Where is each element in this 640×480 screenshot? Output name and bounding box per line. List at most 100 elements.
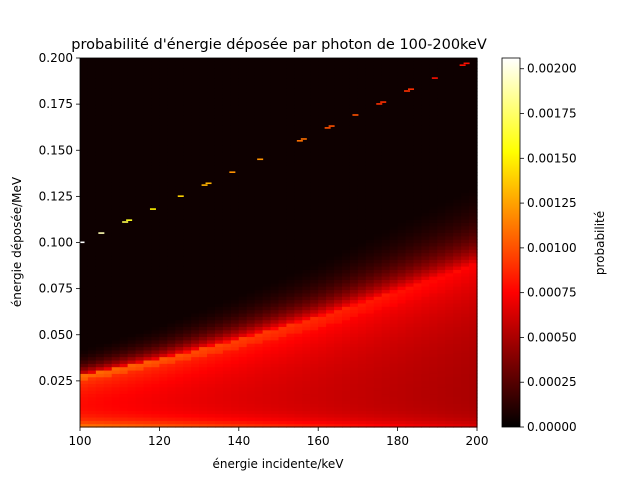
heatmap-cell <box>238 188 248 193</box>
heatmap-cell <box>207 235 216 240</box>
heatmap-cell <box>349 416 359 421</box>
heatmap-cell <box>103 393 113 398</box>
heatmap-cell <box>405 71 415 76</box>
heatmap-cell <box>342 202 351 207</box>
heatmap-cell <box>381 403 391 408</box>
heatmap-cell <box>159 198 168 203</box>
heatmap-cell <box>397 386 407 391</box>
heatmap-cell <box>222 158 232 163</box>
heatmap-cell <box>214 326 224 331</box>
heatmap-cell <box>111 343 121 348</box>
heatmap-cell <box>119 71 129 76</box>
heatmap-cell <box>238 299 248 304</box>
heatmap-cell <box>421 108 430 113</box>
heatmap-cell <box>103 249 113 254</box>
heatmap-cell <box>342 423 351 428</box>
heatmap-cell <box>135 141 145 146</box>
heatmap-cell <box>302 316 311 321</box>
heatmap-cell <box>318 336 327 341</box>
heatmap-cell <box>318 168 327 173</box>
heatmap-cell <box>381 208 391 213</box>
heatmap-cell <box>302 245 311 250</box>
heatmap-cell <box>238 94 248 99</box>
heatmap-cell <box>326 383 335 388</box>
heatmap-cell <box>135 369 145 374</box>
heatmap-cell <box>318 403 327 408</box>
heatmap-cell <box>95 198 105 203</box>
heatmap-cell <box>373 423 383 428</box>
heatmap-cell <box>342 225 351 230</box>
heatmap-cell <box>286 265 295 270</box>
heatmap-cell <box>381 316 391 321</box>
heatmap-cell <box>199 262 208 267</box>
heatmap-cell <box>413 390 423 395</box>
heatmap-cell <box>95 131 105 136</box>
heatmap-cell <box>318 198 327 203</box>
heatmap-cell <box>302 259 311 264</box>
heatmap-cell <box>80 64 89 69</box>
heatmap-cell <box>421 208 430 213</box>
heatmap-cell <box>421 198 430 203</box>
heatmap-cell <box>302 390 311 395</box>
heatmap-cell <box>326 61 335 66</box>
heatmap-cell <box>159 423 168 428</box>
heatmap-cell <box>397 306 407 311</box>
heatmap-cell <box>119 269 129 274</box>
heatmap-cell <box>238 121 248 126</box>
heatmap-cell <box>87 208 97 213</box>
heatmap-cell <box>334 182 343 187</box>
heatmap-cell <box>373 195 383 200</box>
heatmap-cell <box>119 98 129 103</box>
heatmap-cell <box>326 91 335 96</box>
heatmap-cell <box>278 104 288 109</box>
heatmap-cell <box>254 363 264 368</box>
heatmap-cell <box>207 219 216 223</box>
heatmap-cell <box>95 235 105 240</box>
heatmap-cell <box>365 265 375 270</box>
heatmap-cell <box>413 168 423 173</box>
heatmap-cell <box>199 393 208 398</box>
heatmap-cell <box>262 198 272 203</box>
heatmap-cell <box>365 225 375 230</box>
heatmap-cell <box>349 333 359 338</box>
heatmap-cell <box>183 245 192 250</box>
heatmap-cell <box>262 71 272 76</box>
heatmap-cell <box>373 346 383 351</box>
heatmap-cell <box>191 403 200 408</box>
heatmap-cell <box>222 74 232 79</box>
heatmap-cell <box>286 259 295 264</box>
heatmap-cell <box>326 135 335 140</box>
heatmap-cell <box>373 306 383 311</box>
heatmap-cell <box>278 416 288 421</box>
heatmap-cell <box>87 71 97 76</box>
heatmap-cell <box>397 269 407 274</box>
heatmap-cell <box>87 141 97 146</box>
heatmap-cell <box>119 212 129 217</box>
heatmap-cell <box>127 373 137 378</box>
heatmap-cell <box>310 336 319 341</box>
heatmap-cell <box>254 64 264 69</box>
heatmap-cell <box>214 249 224 254</box>
heatmap-cell <box>127 276 137 280</box>
heatmap-cell <box>334 276 343 280</box>
heatmap-cell <box>270 420 280 425</box>
heatmap-cell <box>262 326 272 331</box>
heatmap-cell <box>254 125 264 130</box>
heatmap-cell <box>135 88 145 93</box>
heatmap-cell <box>326 64 335 69</box>
heatmap-cell <box>167 58 176 62</box>
heatmap-cell <box>373 323 383 327</box>
heatmap-cell <box>191 269 200 274</box>
heatmap-cell <box>127 369 137 374</box>
heatmap-cell <box>262 336 272 341</box>
heatmap-cell <box>421 326 430 331</box>
heatmap-cell <box>159 376 168 381</box>
heatmap-cell <box>429 359 438 364</box>
heatmap-cell <box>87 151 97 156</box>
heatmap-cell <box>95 58 105 62</box>
heatmap-cell <box>278 265 288 270</box>
heatmap-cell <box>191 235 200 240</box>
heatmap-cell <box>405 363 415 368</box>
heatmap-cell <box>143 289 153 294</box>
heatmap-cell <box>175 403 184 408</box>
